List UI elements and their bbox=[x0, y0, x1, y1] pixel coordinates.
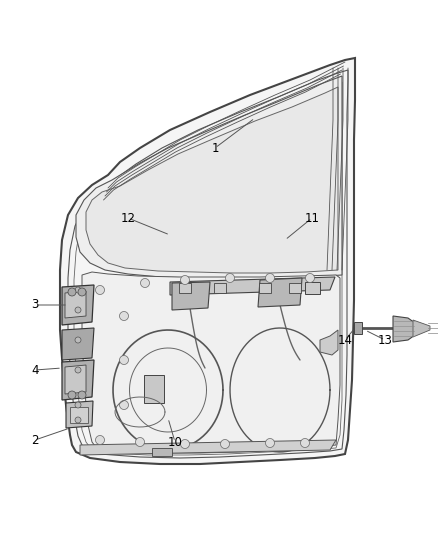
FancyBboxPatch shape bbox=[289, 283, 301, 293]
Circle shape bbox=[68, 391, 76, 399]
Polygon shape bbox=[82, 272, 340, 453]
FancyBboxPatch shape bbox=[354, 322, 362, 334]
Text: 12: 12 bbox=[120, 212, 135, 224]
Circle shape bbox=[78, 288, 86, 296]
Polygon shape bbox=[258, 278, 302, 307]
FancyBboxPatch shape bbox=[214, 283, 226, 293]
Polygon shape bbox=[170, 277, 335, 295]
Circle shape bbox=[265, 439, 275, 448]
Text: 2: 2 bbox=[31, 433, 39, 447]
Text: 11: 11 bbox=[304, 212, 319, 224]
Text: 10: 10 bbox=[168, 435, 183, 448]
Circle shape bbox=[120, 356, 128, 365]
Polygon shape bbox=[320, 330, 338, 355]
Polygon shape bbox=[86, 87, 338, 273]
Circle shape bbox=[75, 402, 81, 408]
Circle shape bbox=[75, 417, 81, 423]
FancyBboxPatch shape bbox=[179, 283, 191, 293]
Circle shape bbox=[120, 400, 128, 409]
Text: 1: 1 bbox=[211, 141, 219, 155]
Polygon shape bbox=[62, 360, 94, 400]
FancyBboxPatch shape bbox=[259, 283, 271, 293]
Polygon shape bbox=[65, 365, 86, 394]
Circle shape bbox=[300, 439, 310, 448]
Circle shape bbox=[68, 288, 76, 296]
Polygon shape bbox=[62, 328, 94, 360]
Circle shape bbox=[135, 438, 145, 447]
FancyBboxPatch shape bbox=[152, 448, 172, 456]
Polygon shape bbox=[65, 291, 86, 318]
Circle shape bbox=[95, 286, 105, 295]
Circle shape bbox=[305, 273, 314, 282]
Polygon shape bbox=[62, 285, 94, 325]
Text: 4: 4 bbox=[31, 364, 39, 376]
Circle shape bbox=[75, 337, 81, 343]
Text: 14: 14 bbox=[338, 334, 353, 346]
Polygon shape bbox=[393, 316, 415, 342]
Circle shape bbox=[265, 273, 275, 282]
Polygon shape bbox=[66, 401, 93, 428]
Polygon shape bbox=[80, 440, 336, 455]
Circle shape bbox=[120, 311, 128, 320]
Circle shape bbox=[95, 435, 105, 445]
Circle shape bbox=[78, 391, 86, 399]
Circle shape bbox=[180, 440, 190, 448]
Circle shape bbox=[226, 273, 234, 282]
Circle shape bbox=[220, 440, 230, 448]
Text: 13: 13 bbox=[378, 334, 392, 346]
Text: 3: 3 bbox=[31, 298, 39, 311]
Circle shape bbox=[180, 276, 190, 285]
Circle shape bbox=[141, 279, 149, 287]
Circle shape bbox=[75, 307, 81, 313]
Circle shape bbox=[75, 367, 81, 373]
FancyBboxPatch shape bbox=[305, 282, 320, 294]
FancyBboxPatch shape bbox=[70, 407, 88, 423]
Polygon shape bbox=[76, 76, 342, 278]
Polygon shape bbox=[413, 320, 430, 337]
Circle shape bbox=[75, 287, 81, 293]
Polygon shape bbox=[172, 282, 210, 310]
Polygon shape bbox=[60, 58, 355, 464]
FancyBboxPatch shape bbox=[144, 375, 164, 403]
